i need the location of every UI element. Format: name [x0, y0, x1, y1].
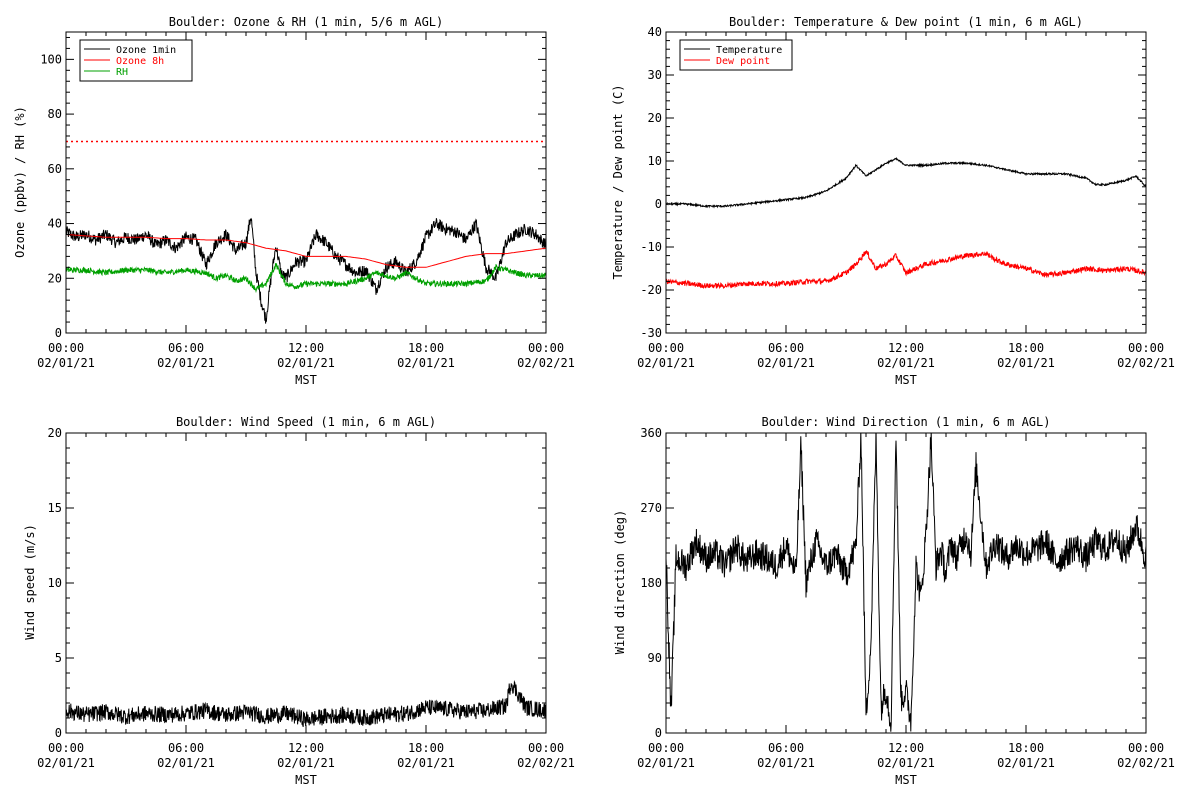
temp-dew-title: Boulder: Temperature & Dew point (1 min,… [729, 15, 1083, 29]
x-tick-time-label: 00:00 [648, 741, 684, 755]
x-tick-date-label: 02/01/21 [877, 756, 935, 770]
x-tick-time-label: 12:00 [888, 741, 924, 755]
legend-entry: Ozone 8h [116, 56, 164, 67]
x-tick-date-label: 02/01/21 [637, 356, 695, 370]
y-tick-label: 40 [48, 217, 62, 231]
x-tick-time-label: 00:00 [528, 341, 564, 355]
wind-speed-ylabel: Wind speed (m/s) [23, 524, 37, 640]
x-tick-time-label: 18:00 [1008, 741, 1044, 755]
series-wind-speed-line [66, 680, 546, 728]
x-tick-date-label: 02/02/21 [517, 756, 575, 770]
y-tick-label: 30 [648, 68, 662, 82]
temp-dew-xlabel: MST [895, 373, 917, 387]
y-tick-label: -20 [640, 283, 662, 297]
x-tick-date-label: 02/01/21 [997, 756, 1055, 770]
y-tick-label: -10 [640, 240, 662, 254]
x-tick-date-label: 02/01/21 [37, 356, 95, 370]
x-tick-date-label: 02/02/21 [1117, 756, 1175, 770]
y-tick-label: 5 [55, 651, 62, 665]
series-ozone-8h-line [66, 234, 546, 268]
x-tick-time-label: 00:00 [48, 341, 84, 355]
ozone-rh-xlabel: MST [295, 373, 317, 387]
y-tick-label: 180 [640, 576, 662, 590]
x-tick-time-label: 00:00 [528, 741, 564, 755]
y-tick-label: 20 [48, 426, 62, 440]
y-tick-label: 0 [655, 726, 662, 740]
x-tick-date-label: 02/01/21 [397, 356, 455, 370]
x-tick-date-label: 02/01/21 [877, 356, 935, 370]
wind-speed-title: Boulder: Wind Speed (1 min, 6 m AGL) [176, 415, 436, 429]
y-tick-label: 360 [640, 426, 662, 440]
y-tick-label: 20 [48, 271, 62, 285]
y-tick-label: 40 [648, 25, 662, 39]
ozone-rh-ylabel: Ozone (ppbv) / RH (%) [13, 106, 27, 258]
y-tick-label: 0 [655, 197, 662, 211]
legend-entry: Ozone 1min [116, 45, 176, 56]
y-tick-label: 60 [48, 162, 62, 176]
series-rh-line [66, 263, 546, 294]
x-tick-time-label: 18:00 [1008, 341, 1044, 355]
legend-entry: Temperature [716, 45, 782, 56]
series-wind-direction-line [666, 433, 1146, 732]
ozone-rh-panel: Boulder: Ozone & RH (1 min, 5/6 m AGL) M… [13, 15, 575, 387]
legend-box [679, 39, 793, 71]
wind-dir-ylabel: Wind direction (deg) [613, 510, 627, 655]
plot-frame [665, 31, 1147, 334]
y-tick-label: -30 [640, 326, 662, 340]
temp-dew-ylabel: Temperature / Dew point (C) [611, 84, 625, 279]
wind-dir-panel: Boulder: Wind Direction (1 min, 6 m AGL)… [613, 415, 1175, 787]
series-temperature-line [666, 157, 1146, 209]
x-tick-date-label: 02/02/21 [517, 356, 575, 370]
x-tick-time-label: 06:00 [768, 341, 804, 355]
plot-frame [65, 432, 547, 734]
x-tick-time-label: 06:00 [168, 741, 204, 755]
x-tick-date-label: 02/01/21 [757, 756, 815, 770]
y-tick-label: 0 [55, 326, 62, 340]
x-tick-time-label: 18:00 [408, 341, 444, 355]
ozone-rh-title: Boulder: Ozone & RH (1 min, 5/6 m AGL) [169, 15, 444, 29]
y-tick-label: 15 [48, 501, 62, 515]
x-tick-date-label: 02/01/21 [397, 756, 455, 770]
legend-entry: Dew point [716, 56, 770, 67]
x-tick-time-label: 00:00 [1128, 741, 1164, 755]
y-tick-label: 100 [40, 52, 62, 66]
wind-speed-xlabel: MST [295, 773, 317, 787]
series-dew-point-line [666, 249, 1146, 290]
x-tick-date-label: 02/01/21 [757, 356, 815, 370]
x-tick-time-label: 12:00 [288, 341, 324, 355]
x-tick-time-label: 00:00 [1128, 341, 1164, 355]
x-tick-time-label: 12:00 [288, 741, 324, 755]
x-tick-date-label: 02/01/21 [157, 356, 215, 370]
x-tick-time-label: 06:00 [168, 341, 204, 355]
x-tick-date-label: 02/01/21 [997, 356, 1055, 370]
series-ozone-1min-line [66, 217, 546, 324]
x-tick-time-label: 18:00 [408, 741, 444, 755]
x-tick-time-label: 00:00 [48, 741, 84, 755]
x-tick-time-label: 00:00 [648, 341, 684, 355]
y-tick-label: 10 [648, 154, 662, 168]
x-tick-date-label: 02/01/21 [637, 756, 695, 770]
y-tick-label: 80 [48, 107, 62, 121]
legend-entry: RH [116, 67, 128, 78]
x-tick-date-label: 02/01/21 [277, 756, 335, 770]
temp-dew-panel: Boulder: Temperature & Dew point (1 min,… [611, 15, 1175, 387]
x-tick-date-label: 02/01/21 [157, 756, 215, 770]
x-tick-time-label: 12:00 [888, 341, 924, 355]
wind-speed-panel: Boulder: Wind Speed (1 min, 6 m AGL) MST… [23, 415, 575, 787]
y-tick-label: 20 [648, 111, 662, 125]
wind-dir-xlabel: MST [895, 773, 917, 787]
wind-dir-title: Boulder: Wind Direction (1 min, 6 m AGL) [762, 415, 1051, 429]
y-tick-label: 90 [648, 651, 662, 665]
x-tick-date-label: 02/02/21 [1117, 356, 1175, 370]
y-tick-label: 0 [55, 726, 62, 740]
x-tick-date-label: 02/01/21 [37, 756, 95, 770]
x-tick-time-label: 06:00 [768, 741, 804, 755]
x-tick-date-label: 02/01/21 [277, 356, 335, 370]
y-tick-label: 10 [48, 576, 62, 590]
y-tick-label: 270 [640, 501, 662, 515]
